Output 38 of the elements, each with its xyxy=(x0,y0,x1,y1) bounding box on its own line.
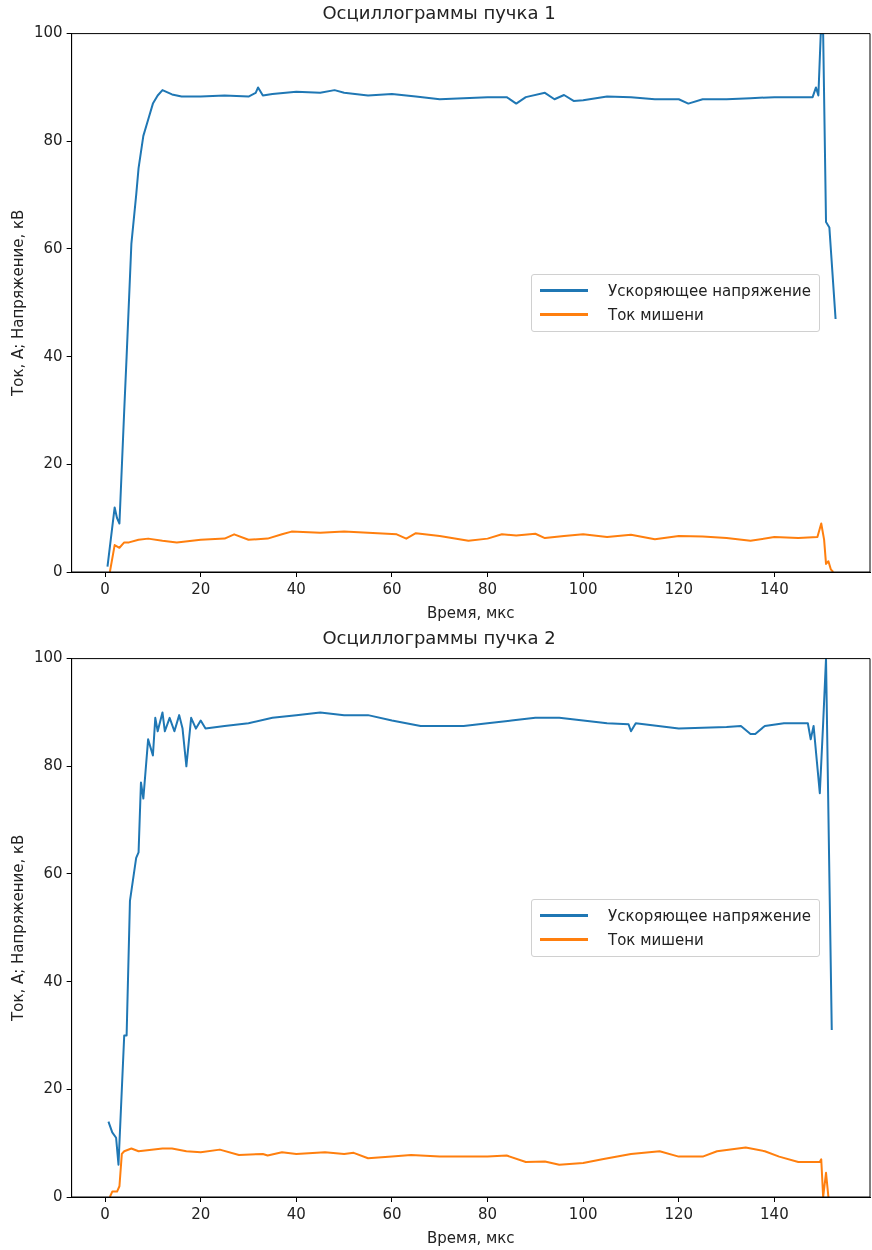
y-tick-label: 100 xyxy=(33,23,63,42)
x-axis-title: Время, мкс xyxy=(427,603,515,622)
legend-label: Ток мишени xyxy=(608,930,704,949)
chart-title: Осциллограммы пучка 2 xyxy=(322,627,556,649)
x-tick-label: 80 xyxy=(478,1204,498,1223)
x-tick-label: 40 xyxy=(286,579,306,598)
x-tick-label: 140 xyxy=(760,579,789,598)
x-tick-label: 80 xyxy=(478,579,498,598)
y-tick-label: 80 xyxy=(43,756,63,775)
y-tick-label: 100 xyxy=(33,648,63,667)
legend-label: Ускоряющее напряжение xyxy=(608,281,812,300)
legend-label: Ускоряющее напряжение xyxy=(608,906,812,925)
legend-label: Ток мишени xyxy=(608,305,704,324)
y-tick-label: 0 xyxy=(53,561,63,580)
y-axis-title: Ток, А; Напряжение, кВ xyxy=(8,834,27,1022)
y-tick-label: 40 xyxy=(43,346,63,365)
x-tick-label: 120 xyxy=(664,1204,694,1223)
x-tick-label: 40 xyxy=(286,1204,306,1223)
x-tick-label: 60 xyxy=(382,579,402,598)
x-tick-label: 60 xyxy=(382,1204,402,1223)
y-tick-label: 80 xyxy=(43,131,63,150)
x-tick-label: 100 xyxy=(568,1204,598,1223)
y-tick-label: 20 xyxy=(43,454,63,473)
y-tick-label: 60 xyxy=(43,863,63,882)
x-tick-label: 20 xyxy=(191,579,211,598)
x-axis-title: Время, мкс xyxy=(427,1228,515,1247)
x-tick-label: 100 xyxy=(568,579,598,598)
x-tick-label: 0 xyxy=(100,579,110,598)
chart-title: Осциллограммы пучка 1 xyxy=(322,2,556,24)
x-tick-label: 20 xyxy=(191,1204,211,1223)
y-tick-label: 0 xyxy=(53,1186,63,1205)
y-axis-title: Ток, А; Напряжение, кВ xyxy=(8,209,27,397)
x-tick-label: 140 xyxy=(760,1204,789,1223)
y-tick-label: 40 xyxy=(43,971,63,990)
x-tick-label: 0 xyxy=(100,1204,110,1223)
y-tick-label: 20 xyxy=(43,1079,63,1098)
y-tick-label: 60 xyxy=(43,238,63,257)
x-tick-label: 120 xyxy=(664,579,694,598)
